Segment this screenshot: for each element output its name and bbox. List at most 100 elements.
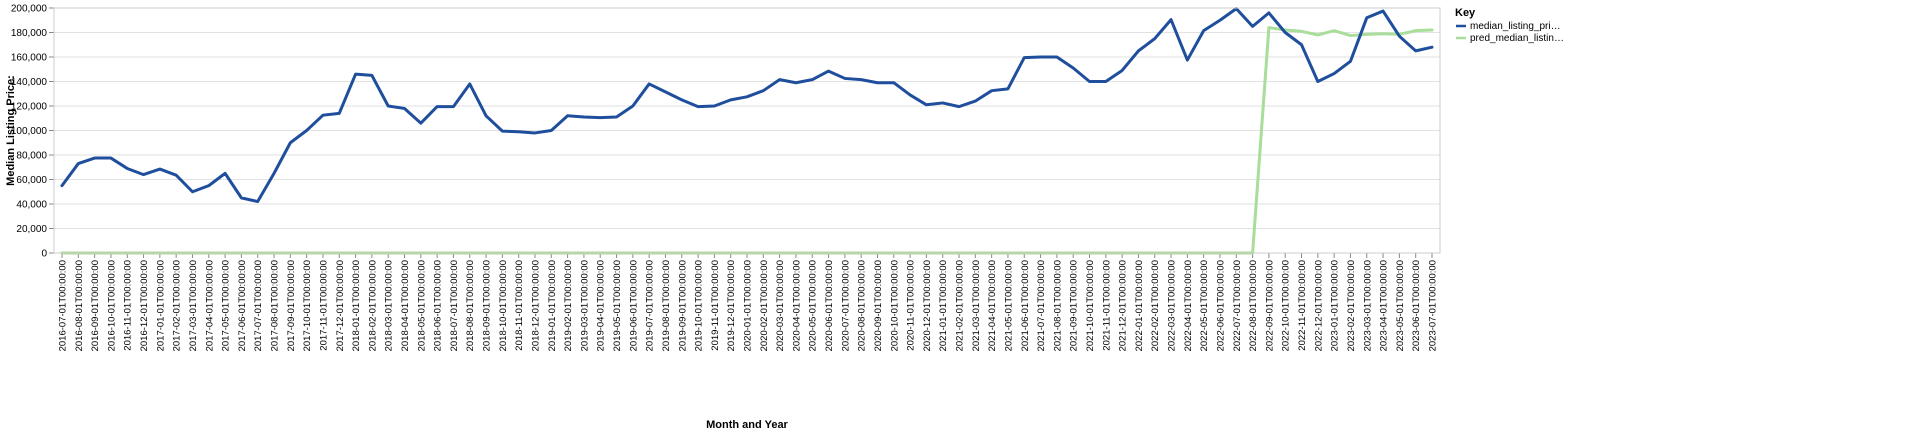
- x-tick-label: 2017-07-01T00:00:00: [253, 260, 264, 351]
- x-tick-label: 2016-08-01T00:00:00: [74, 260, 85, 351]
- series-line: [60, 7, 1434, 204]
- x-tick-label: 2020-08-01T00:00:00: [857, 260, 868, 351]
- x-tick-label: 2020-01-01T00:00:00: [743, 260, 754, 351]
- x-tick-label: 2019-03-01T00:00:00: [579, 260, 590, 351]
- y-tick-label: 180,000: [11, 28, 48, 39]
- x-tick-label: 2019-07-01T00:00:00: [645, 260, 656, 351]
- x-tick-label: 2018-11-01T00:00:00: [514, 260, 525, 351]
- legend-title: Key: [1455, 7, 1476, 19]
- x-tick-label: 2022-03-01T00:00:00: [1167, 260, 1178, 351]
- x-tick-label: 2021-01-01T00:00:00: [938, 260, 949, 351]
- x-tick-label: 2021-12-01T00:00:00: [1118, 260, 1129, 351]
- y-axis-title: Median Listing Price:: [5, 75, 17, 186]
- x-tick-label: 2023-06-01T00:00:00: [1411, 260, 1422, 351]
- x-tick-label: 2020-10-01T00:00:00: [889, 260, 900, 351]
- x-tick-label: 2023-07-01T00:00:00: [1428, 260, 1439, 351]
- legend-label: pred_median_listin…: [1470, 33, 1564, 44]
- x-tick-label: 2019-12-01T00:00:00: [726, 260, 737, 351]
- x-tick-label: 2017-10-01T00:00:00: [302, 260, 313, 351]
- x-tick-label: 2017-04-01T00:00:00: [204, 260, 215, 351]
- x-tick-label: 2017-09-01T00:00:00: [286, 260, 297, 351]
- series-line: [60, 26, 1434, 255]
- x-tick-label: 2018-07-01T00:00:00: [449, 260, 460, 351]
- y-axis: 0 20,000 40,000 60,000 80,000 100,000 120,000 1…: [11, 4, 55, 260]
- x-tick-label: 2021-11-01T00:00:00: [1101, 260, 1112, 351]
- x-tick-label: 2017-05-01T00:00:00: [221, 260, 232, 351]
- x-tick-label: 2021-03-01T00:00:00: [971, 260, 982, 351]
- y-tick-label: 20,000: [16, 224, 47, 235]
- x-tick-label: 2021-06-01T00:00:00: [1020, 260, 1031, 351]
- x-tick-label: 2016-10-01T00:00:00: [106, 260, 117, 351]
- x-tick-label: 2018-09-01T00:00:00: [482, 260, 493, 351]
- x-tick-label: 2018-05-01T00:00:00: [416, 260, 427, 351]
- x-tick-label: 2018-10-01T00:00:00: [498, 260, 509, 351]
- x-tick-label: 2019-06-01T00:00:00: [628, 260, 639, 351]
- x-tick-label: 2020-12-01T00:00:00: [922, 260, 933, 351]
- x-axis-title: Month and Year: [706, 419, 788, 431]
- x-tick-label: 2017-02-01T00:00:00: [172, 260, 183, 351]
- x-tick-label: 2021-04-01T00:00:00: [987, 260, 998, 351]
- y-tick-label: 140,000: [11, 77, 48, 88]
- y-tick-label: 160,000: [11, 53, 48, 64]
- x-axis: 2016-07-01T00:00:00 2016-08-01T00:00:00 20…: [54, 252, 1440, 351]
- x-tick-label: 2019-09-01T00:00:00: [677, 260, 688, 351]
- x-tick-label: 2020-07-01T00:00:00: [840, 260, 851, 351]
- x-tick-label: 2019-01-01T00:00:00: [547, 260, 558, 351]
- x-tick-label: 2017-03-01T00:00:00: [188, 260, 199, 351]
- x-tick-label: 2022-06-01T00:00:00: [1215, 260, 1226, 351]
- x-tick-label: 2018-01-01T00:00:00: [351, 260, 362, 351]
- x-tick-label: 2020-04-01T00:00:00: [791, 260, 802, 351]
- x-tick-label: 2022-01-01T00:00:00: [1134, 260, 1145, 351]
- x-tick-label: 2021-10-01T00:00:00: [1085, 260, 1096, 351]
- x-tick-label: 2018-06-01T00:00:00: [433, 260, 444, 351]
- x-tick-label: 2018-08-01T00:00:00: [465, 260, 476, 351]
- x-tick-label: 2019-10-01T00:00:00: [694, 260, 705, 351]
- x-tick-label: 2022-07-01T00:00:00: [1232, 260, 1243, 351]
- x-tick-label: 2016-09-01T00:00:00: [90, 260, 101, 351]
- x-tick-label: 2023-04-01T00:00:00: [1379, 260, 1390, 351]
- x-tick-label: 2020-02-01T00:00:00: [759, 260, 770, 351]
- x-tick-label: 2023-02-01T00:00:00: [1346, 260, 1357, 351]
- x-tick-label: 2017-08-01T00:00:00: [270, 260, 281, 351]
- x-tick-label: 2021-08-01T00:00:00: [1052, 260, 1063, 351]
- y-tick-label: 40,000: [16, 200, 47, 211]
- x-tick-label: 2022-12-01T00:00:00: [1313, 260, 1324, 351]
- y-tick-label: 100,000: [11, 126, 48, 137]
- x-tick-label: 2023-03-01T00:00:00: [1362, 260, 1373, 351]
- x-tick-label: 2022-09-01T00:00:00: [1264, 260, 1275, 351]
- x-tick-label: 2018-12-01T00:00:00: [530, 260, 541, 351]
- grid-lines: [54, 7, 1440, 254]
- x-tick-label: 2016-07-01T00:00:00: [58, 260, 69, 351]
- x-tick-label: 2019-11-01T00:00:00: [710, 260, 721, 351]
- legend-label: median_listing_pri…: [1470, 21, 1561, 32]
- x-tick-label: 2016-11-01T00:00:00: [123, 260, 134, 351]
- x-tick-label: 2022-05-01T00:00:00: [1199, 260, 1210, 351]
- x-tick-label: 2021-07-01T00:00:00: [1036, 260, 1047, 351]
- x-tick-label: 2020-05-01T00:00:00: [808, 260, 819, 351]
- y-tick-label: 0: [41, 249, 47, 260]
- plot-frame: [53, 7, 1441, 254]
- x-tick-label: 2022-02-01T00:00:00: [1150, 260, 1161, 351]
- y-tick-label: 120,000: [11, 102, 48, 113]
- x-tick-label: 2017-06-01T00:00:00: [237, 260, 248, 351]
- x-tick-label: 2020-06-01T00:00:00: [824, 260, 835, 351]
- x-tick-label: 2023-05-01T00:00:00: [1395, 260, 1406, 351]
- x-tick-label: 2018-03-01T00:00:00: [384, 260, 395, 351]
- x-tick-label: 2019-04-01T00:00:00: [596, 260, 607, 351]
- x-tick-label: 2019-08-01T00:00:00: [661, 260, 672, 351]
- x-tick-label: 2021-05-01T00:00:00: [1003, 260, 1014, 351]
- y-tick-label: 200,000: [11, 4, 48, 15]
- x-tick-label: 2016-12-01T00:00:00: [139, 260, 150, 351]
- x-tick-label: 2021-09-01T00:00:00: [1069, 260, 1080, 351]
- x-tick-label: 2022-08-01T00:00:00: [1248, 260, 1259, 351]
- x-tick-label: 2017-11-01T00:00:00: [318, 260, 329, 351]
- x-tick-label: 2022-11-01T00:00:00: [1297, 260, 1308, 351]
- y-tick-label: 80,000: [16, 151, 47, 162]
- x-tick-label: 2018-02-01T00:00:00: [367, 260, 378, 351]
- x-tick-label: 2023-01-01T00:00:00: [1330, 260, 1341, 351]
- x-tick-label: 2020-11-01T00:00:00: [906, 260, 917, 351]
- x-tick-label: 2019-05-01T00:00:00: [612, 260, 623, 351]
- legend: Key median_listing_pri…pred_median_listi…: [1455, 7, 1564, 44]
- y-tick-label: 60,000: [16, 175, 47, 186]
